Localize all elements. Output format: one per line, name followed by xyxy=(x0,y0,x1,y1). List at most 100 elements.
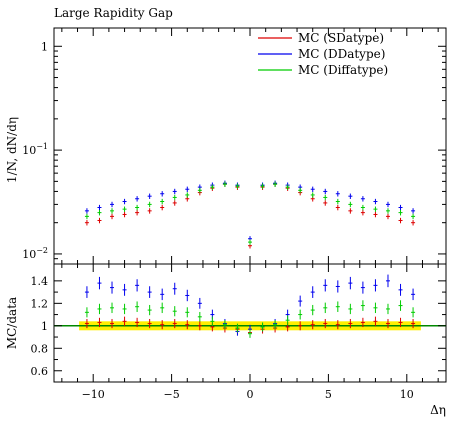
x-tick-label: −10 xyxy=(82,388,105,401)
ratio-point-mc-diffatype xyxy=(398,300,403,311)
ratio-point-mc-ddatype xyxy=(135,279,140,292)
main-point-mc-ddatype xyxy=(147,193,152,199)
main-point-mc-sdatype xyxy=(160,204,165,211)
ratio-point-mc-ddatype xyxy=(310,286,315,298)
main-point-mc-diffatype xyxy=(398,209,403,216)
ratio-point-mc-ddatype xyxy=(323,279,328,292)
main-point-mc-ddatype xyxy=(323,188,328,195)
ratio-point-mc-diffatype xyxy=(273,320,278,330)
main-point-mc-ddatype xyxy=(84,208,89,214)
ratio-point-mc-sdatype xyxy=(97,317,102,328)
ratio-point-mc-diffatype xyxy=(260,322,265,332)
ratio-point-mc-diffatype xyxy=(210,316,215,326)
main-point-mc-sdatype xyxy=(84,220,89,226)
ratio-point-mc-ddatype xyxy=(122,283,127,296)
main-point-mc-sdatype xyxy=(135,209,140,216)
main-point-mc-diffatype xyxy=(172,194,177,201)
main-point-mc-sdatype xyxy=(385,213,390,220)
ratio-point-mc-ddatype xyxy=(360,281,365,294)
ratio-point-mc-diffatype xyxy=(348,303,353,315)
y-tick-label: 10−2 xyxy=(22,246,48,261)
ratio-y-tick-label: 1 xyxy=(41,320,48,333)
main-point-mc-diffatype xyxy=(222,181,227,187)
main-point-mc-diffatype xyxy=(298,187,303,194)
chart-title: Large Rapidity Gap xyxy=(54,6,173,20)
ratio-point-mc-ddatype xyxy=(147,286,152,298)
main-point-mc-sdatype xyxy=(147,208,152,214)
main-point-mc-diffatype xyxy=(335,198,340,205)
ratio-point-mc-ddatype xyxy=(348,276,353,290)
main-point-mc-diffatype xyxy=(84,213,89,220)
legend: MC (SDatype) MC (DDatype) MC (Diffatype) xyxy=(258,31,388,77)
main-point-mc-diffatype xyxy=(260,183,265,189)
main-point-mc-diffatype xyxy=(360,204,365,211)
ratio-point-mc-diffatype xyxy=(135,301,140,312)
main-point-mc-ddatype xyxy=(172,188,177,195)
ratio-point-mc-diffatype xyxy=(110,302,115,314)
main-point-mc-diffatype xyxy=(135,204,140,211)
ratio-y-tick-label: 0.6 xyxy=(31,365,49,378)
x-tick-label: 10 xyxy=(400,388,414,401)
ratio-point-mc-diffatype xyxy=(385,303,390,315)
ratio-point-mc-diffatype xyxy=(97,303,102,315)
legend-label: MC (Diffatype) xyxy=(298,63,388,77)
ratio-point-mc-ddatype xyxy=(197,297,202,309)
ratio-point-mc-diffatype xyxy=(122,303,127,315)
ratio-point-mc-diffatype xyxy=(411,307,416,318)
ratio-point-mc-sdatype xyxy=(135,317,140,328)
main-point-mc-ddatype xyxy=(135,196,140,202)
main-point-mc-diffatype xyxy=(97,209,102,216)
ratio-point-mc-diffatype xyxy=(235,323,240,333)
ratio-point-mc-diffatype xyxy=(360,300,365,311)
ratio-point-mc-ddatype xyxy=(97,276,102,290)
x-axis-label: Δη xyxy=(430,403,446,417)
ratio-y-tick-label: 1.2 xyxy=(31,297,49,310)
y-tick-label: 1 xyxy=(41,40,48,53)
ratio-y-tick-label: 1.4 xyxy=(31,275,49,288)
x-tick-label: 0 xyxy=(247,388,254,401)
main-point-mc-sdatype xyxy=(411,220,416,226)
ratio-point-mc-sdatype xyxy=(122,316,127,326)
ratio-point-mc-diffatype xyxy=(185,307,190,318)
main-point-mc-ddatype xyxy=(310,186,315,193)
y-tick-label: 10−1 xyxy=(22,142,48,157)
ratio-point-mc-ddatype xyxy=(411,288,416,301)
main-point-mc-diffatype xyxy=(147,201,152,208)
ratio-point-mc-ddatype xyxy=(335,280,340,293)
ratio-point-mc-ddatype xyxy=(185,289,190,302)
ratio-point-mc-ddatype xyxy=(385,274,390,288)
main-point-mc-diffatype xyxy=(110,208,115,214)
main-point-mc-ddatype xyxy=(97,204,102,211)
ratio-point-mc-sdatype xyxy=(84,318,89,329)
main-point-mc-diffatype xyxy=(411,213,416,220)
ratio-point-mc-sdatype xyxy=(398,317,403,328)
ratio-point-mc-ddatype xyxy=(373,279,378,292)
y-axis-label-main: 1/N, dN/dη xyxy=(5,117,19,183)
ratio-point-mc-ddatype xyxy=(110,281,115,294)
main-point-mc-ddatype xyxy=(122,198,127,205)
main-point-mc-sdatype xyxy=(398,217,403,224)
ratio-point-mc-diffatype xyxy=(172,306,177,317)
ratio-point-mc-diffatype xyxy=(197,311,202,322)
main-point-mc-diffatype xyxy=(285,184,290,190)
ratio-point-mc-sdatype xyxy=(197,321,202,331)
legend-label: MC (SDatype) xyxy=(298,31,384,45)
ratio-point-mc-diffatype xyxy=(310,304,315,316)
main-point-mc-diffatype xyxy=(160,198,165,205)
main-point-mc-diffatype xyxy=(185,192,190,198)
main-point-mc-ddatype xyxy=(398,204,403,211)
main-point-mc-ddatype xyxy=(160,191,165,197)
main-point-mc-diffatype xyxy=(235,183,240,189)
ratio-point-mc-ddatype xyxy=(84,286,89,298)
main-point-mc-diffatype xyxy=(310,192,315,198)
main-point-mc-ddatype xyxy=(110,201,115,208)
main-point-mc-ddatype xyxy=(373,198,378,205)
ratio-point-mc-sdatype xyxy=(411,318,416,329)
main-point-mc-diffatype xyxy=(122,206,127,212)
ratio-point-mc-sdatype xyxy=(323,318,328,329)
main-point-mc-sdatype xyxy=(373,211,378,218)
ratio-point-mc-sdatype xyxy=(310,320,315,330)
ratio-point-mc-sdatype xyxy=(185,320,190,330)
ratio-point-mc-ddatype xyxy=(160,288,165,301)
